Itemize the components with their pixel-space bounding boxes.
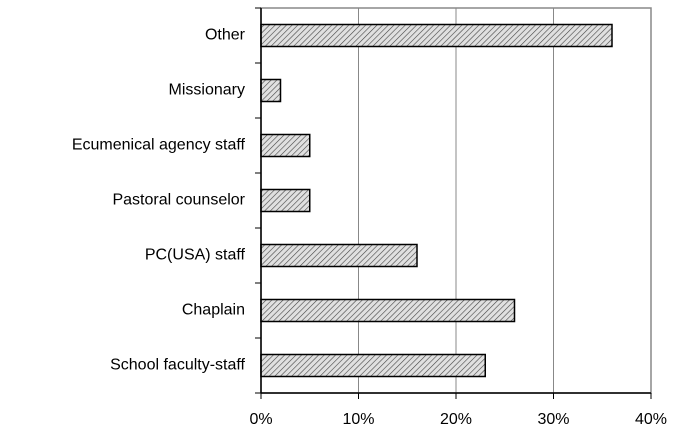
y-tick-label: PC(USA) staff xyxy=(145,247,246,264)
x-tick-label: 40% xyxy=(635,411,667,428)
y-tick-label: School faculty-staff xyxy=(110,357,245,374)
y-tick-label: Pastoral counselor xyxy=(112,192,245,209)
x-tick-label: 30% xyxy=(537,411,569,428)
bar xyxy=(260,133,311,158)
x-tick-label: 10% xyxy=(342,411,374,428)
bar xyxy=(260,353,486,378)
bar xyxy=(260,243,418,268)
bar xyxy=(260,188,311,213)
bar xyxy=(260,298,516,323)
bar xyxy=(260,23,613,48)
y-tick-label: Chaplain xyxy=(182,302,245,319)
x-tick-label: 0% xyxy=(249,411,272,428)
y-tick-label: Other xyxy=(205,27,246,44)
y-tick-label: Missionary xyxy=(169,82,245,99)
x-tick-label: 20% xyxy=(440,411,472,428)
y-tick-label: Ecumenical agency staff xyxy=(72,137,246,154)
bar xyxy=(260,78,282,103)
